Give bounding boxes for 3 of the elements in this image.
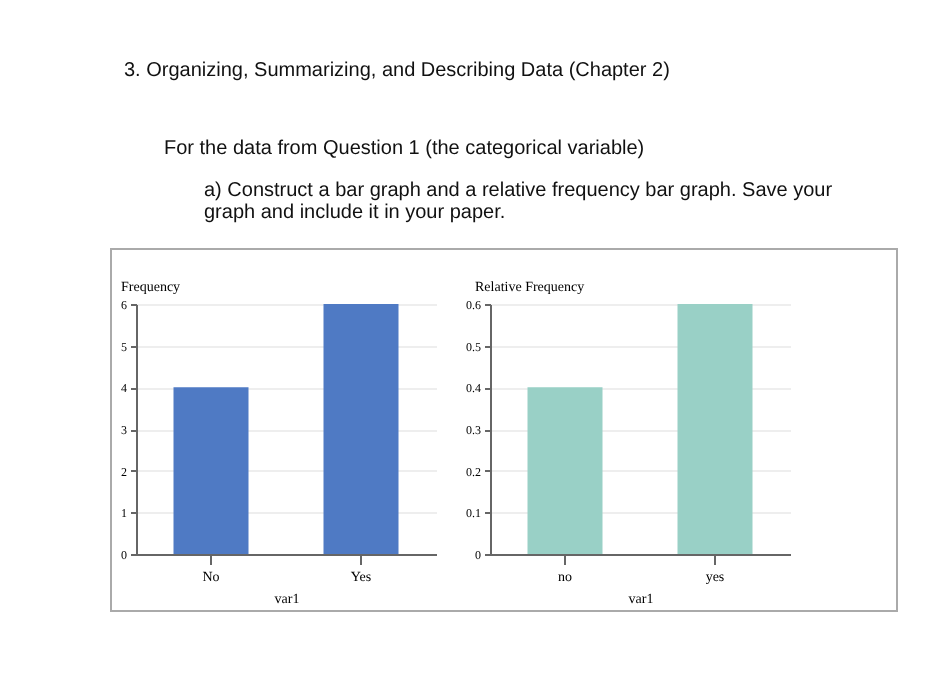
- text: a) Construct a bar graph and a relative frequency bar graph. Save your graph and include it in your paper.: [204, 180, 835, 224]
- text: For the data from Question 1 (the categorical variable): [164, 138, 647, 160]
- chart-title: 3. Organizing, Summarizing, and Describing Data (Chapter 2): [124, 60, 672, 82]
